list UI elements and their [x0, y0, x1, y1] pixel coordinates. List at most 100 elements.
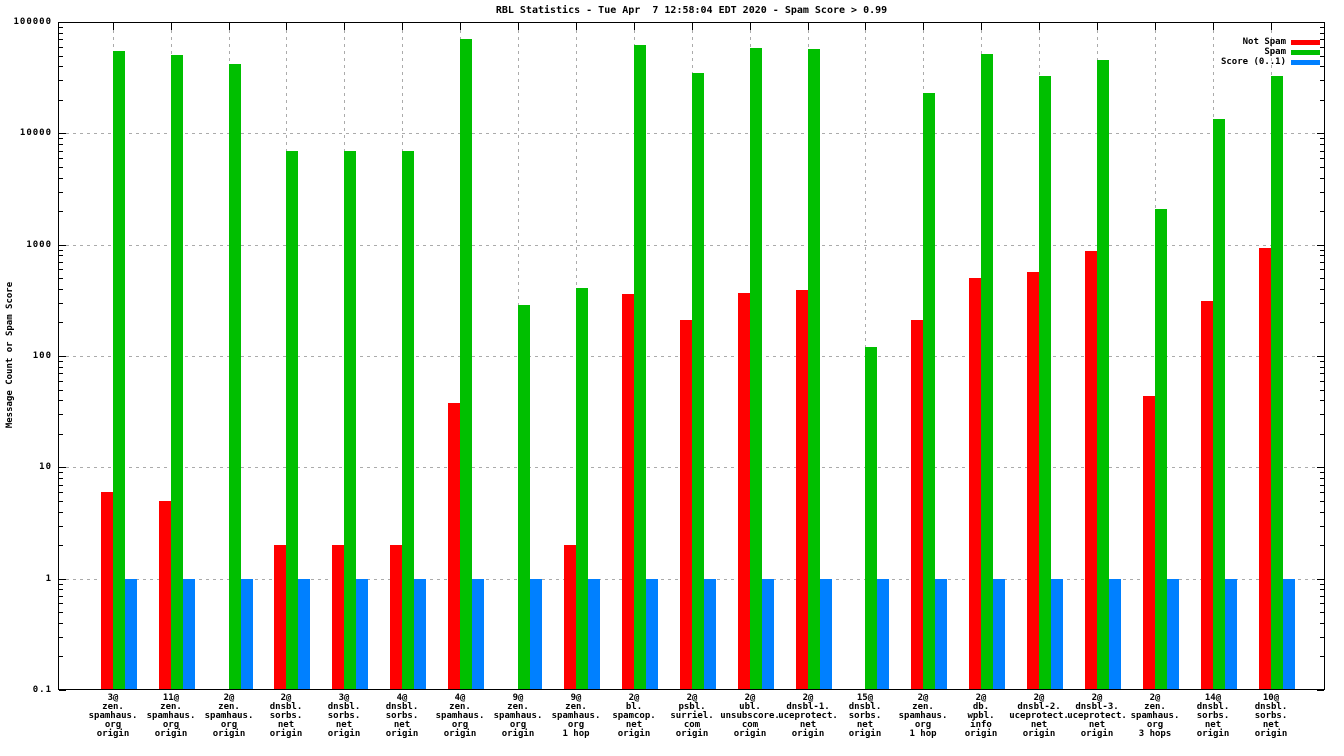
y-minor-tick — [59, 66, 63, 67]
bar-score-0-1- — [530, 578, 542, 690]
x-top-tick — [923, 23, 924, 30]
bar-spam — [576, 287, 588, 690]
bar-score-0-1- — [993, 578, 1005, 690]
legend-swatch-not-spam — [1291, 39, 1320, 45]
bar-not-spam — [1027, 271, 1039, 690]
x-top-tick — [1271, 23, 1272, 30]
y-minor-tick — [1320, 501, 1324, 502]
bar-score-0-1- — [877, 578, 889, 690]
y-minor-tick — [59, 151, 63, 152]
y-major-tick — [59, 690, 66, 691]
bar-spam — [1155, 208, 1167, 690]
gridline-h — [59, 245, 1324, 246]
bar-spam — [171, 54, 183, 690]
y-major-tick — [1317, 690, 1324, 691]
x-top-tick — [1213, 23, 1214, 30]
x-tick-label: 4@ dnsbl. sorbs. net origin — [385, 693, 419, 739]
y-minor-tick — [1320, 512, 1324, 513]
x-tick-label: 3@ zen. spamhaus. org origin — [88, 693, 138, 739]
y-major-tick — [59, 22, 66, 23]
y-major-tick — [1317, 467, 1324, 468]
y-tick-label: 1000 — [26, 240, 52, 250]
y-major-tick — [1317, 22, 1324, 23]
y-minor-tick — [1320, 39, 1324, 40]
x-top-tick — [634, 23, 635, 30]
bar-score-0-1- — [183, 578, 195, 690]
bar-not-spam — [390, 545, 402, 690]
bar-score-0-1- — [1109, 578, 1121, 690]
x-top-tick — [865, 23, 866, 30]
bar-score-0-1- — [762, 578, 774, 690]
bar-score-0-1- — [1283, 578, 1295, 690]
y-major-tick — [1317, 579, 1324, 580]
x-tick-label: 10@ dnsbl. sorbs. net origin — [1254, 693, 1288, 739]
y-minor-tick — [59, 192, 63, 193]
y-minor-tick — [59, 262, 63, 263]
legend-label-spam: Spam — [1264, 47, 1286, 57]
y-minor-tick — [1320, 526, 1324, 527]
y-minor-tick — [59, 492, 63, 493]
x-tick-label: 2@ db. wpbl. info origin — [964, 693, 998, 739]
y-minor-tick — [59, 589, 63, 590]
x-tick-label: 2@ dnsbl-2. uceprotect. net origin — [1009, 693, 1069, 739]
y-major-tick — [59, 356, 66, 357]
y-minor-tick — [59, 138, 63, 139]
y-minor-tick — [59, 612, 63, 613]
y-minor-tick — [1320, 596, 1324, 597]
y-minor-tick — [59, 472, 63, 473]
y-minor-tick — [1320, 144, 1324, 145]
bar-score-0-1- — [298, 578, 310, 690]
y-minor-tick — [59, 485, 63, 486]
y-minor-tick — [1320, 322, 1324, 323]
bar-spam — [923, 93, 935, 690]
bar-not-spam — [101, 492, 113, 690]
y-minor-tick — [59, 167, 63, 168]
y-minor-tick — [1320, 278, 1324, 279]
x-tick-label: 2@ zen. spamhaus. org 3 hops — [1130, 693, 1180, 739]
y-minor-tick — [59, 27, 63, 28]
x-top-tick — [171, 23, 172, 30]
x-tick-label: 2@ zen. spamhaus. org origin — [204, 693, 254, 739]
y-minor-tick — [1320, 100, 1324, 101]
y-minor-tick — [1320, 56, 1324, 57]
y-tick-label: 10000 — [19, 128, 52, 138]
y-minor-tick — [59, 400, 63, 401]
bar-spam — [1213, 118, 1225, 690]
bar-spam — [229, 63, 241, 690]
y-minor-tick — [59, 144, 63, 145]
y-minor-tick — [59, 250, 63, 251]
x-top-tick — [460, 23, 461, 30]
y-minor-tick — [59, 512, 63, 513]
y-minor-tick — [1320, 381, 1324, 382]
y-minor-tick — [1320, 138, 1324, 139]
y-minor-tick — [59, 80, 63, 81]
bar-score-0-1- — [1167, 578, 1179, 690]
y-major-tick — [1317, 356, 1324, 357]
x-top-tick — [344, 23, 345, 30]
x-tick-label: 11@ zen. spamhaus. org origin — [146, 693, 196, 739]
y-minor-tick — [1320, 80, 1324, 81]
y-minor-tick — [1320, 623, 1324, 624]
bar-score-0-1- — [646, 578, 658, 690]
x-top-tick — [808, 23, 809, 30]
chart-title: RBL Statistics - Tue Apr 7 12:58:04 EDT … — [495, 5, 888, 16]
y-minor-tick — [1320, 33, 1324, 34]
y-minor-tick — [1320, 361, 1324, 362]
bar-score-0-1- — [472, 578, 484, 690]
x-top-tick — [402, 23, 403, 30]
y-minor-tick — [59, 278, 63, 279]
y-minor-tick — [1320, 589, 1324, 590]
y-major-tick — [1317, 245, 1324, 246]
bar-not-spam — [564, 545, 576, 690]
y-minor-tick — [1320, 390, 1324, 391]
y-minor-tick — [1320, 603, 1324, 604]
y-minor-tick — [1320, 478, 1324, 479]
y-minor-tick — [59, 584, 63, 585]
bar-spam — [113, 50, 125, 690]
bar-spam — [750, 48, 762, 690]
bar-spam — [865, 347, 877, 690]
y-minor-tick — [59, 322, 63, 323]
legend-item-not-spam: Not Spam — [1221, 37, 1320, 47]
